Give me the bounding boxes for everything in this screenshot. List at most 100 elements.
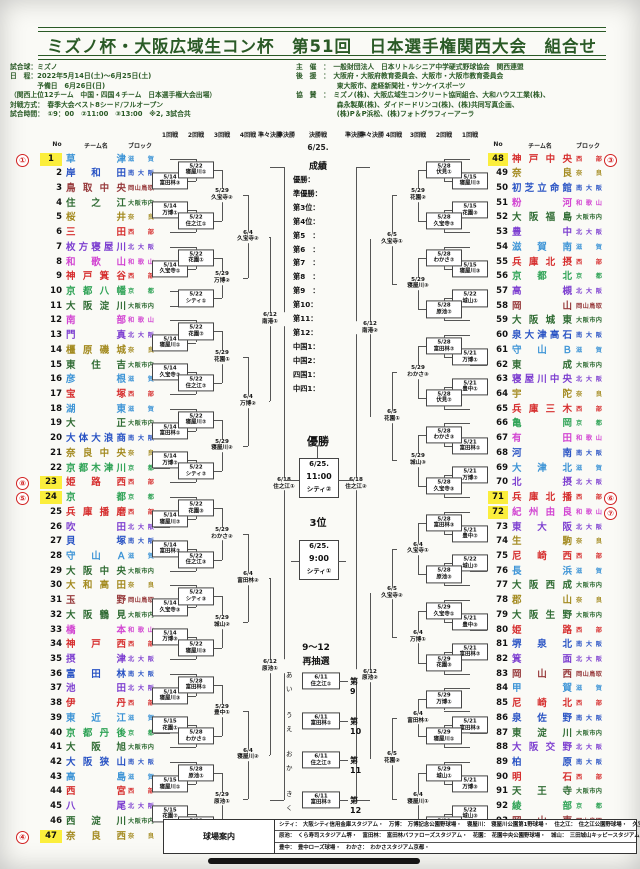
match-r2-label: 5/28 富田林① — [178, 676, 214, 694]
team-block: 大阪市内 — [128, 199, 154, 207]
team-number: 19 — [50, 418, 62, 429]
team-name: 守山Ａ — [66, 550, 126, 562]
team-block: 北大阪 — [576, 655, 602, 663]
col-header-block: ブロック — [575, 143, 601, 150]
team-name: 箕面 — [512, 653, 572, 665]
match-date: 5/22 — [189, 162, 203, 169]
match-venue: 原池① — [262, 666, 278, 673]
team-row: 59 大阪城東 大阪市内 — [0, 314, 640, 328]
match-date: 6/4 — [243, 747, 253, 754]
team-name: 寝屋川中央 — [512, 374, 572, 386]
team-row: 3 鳥取中央 岡山鳥取 — [0, 182, 640, 196]
team-block: 滋賀 — [576, 243, 602, 251]
team-block: 北大阪 — [576, 479, 602, 487]
standing-item: 第3位： — [293, 202, 320, 212]
match-venue: 万博① — [462, 357, 478, 364]
team-row: 83 岡山西 岡山鳥取 — [0, 668, 640, 682]
team-name: 鳥取中央 — [66, 182, 126, 194]
redraw-date: 6/11 — [314, 674, 328, 681]
match-r2-label: 5/28 富田林② — [426, 337, 462, 355]
match-date: 5/28 — [437, 479, 451, 486]
seed-badge: ⑦ — [604, 506, 617, 520]
team-row: 20 大体大浪商 南大阪 — [0, 432, 640, 446]
third-left-line — [291, 561, 299, 562]
team-name: 宝塚 — [66, 389, 126, 401]
match-date: 5/22 — [189, 641, 203, 648]
team-block: 大阪市内 — [576, 788, 602, 796]
team-block: 滋賀 — [576, 567, 602, 575]
match-date: 5/28 — [437, 214, 451, 221]
team-name: 京都八幡 — [66, 285, 126, 297]
match-r3-label: 5/29 わかさ② — [201, 527, 243, 541]
team-row: 70 北摂 北大阪 — [0, 476, 640, 490]
match-date: 5/14 — [163, 689, 177, 696]
third-place-label: 3位 — [309, 518, 327, 529]
team-block: 南大阪 — [128, 435, 154, 443]
match-r2-label: 5/28 久宝寺③ — [426, 477, 462, 495]
team-row: 87 東淀川 大阪市内 — [0, 727, 640, 741]
info-line: 東大阪市、産経新聞社・サンケイスポーツ — [296, 81, 466, 90]
match-r4-label: 6/4 寝屋川② — [227, 747, 269, 762]
match-venue: 寝屋川② — [459, 180, 481, 187]
team-row: 61 守山Ｂ 滋賀 — [0, 344, 640, 358]
match-venue: 南港② — [362, 327, 378, 334]
team-row: 17 宝塚 西部 — [0, 388, 640, 402]
match-date: 5/28 — [437, 162, 451, 169]
team-name: 甲賀 — [512, 683, 572, 695]
match-date: 5/28 — [437, 339, 451, 346]
team-block: 北大阪 — [128, 655, 154, 663]
match-venue: 万博① — [410, 636, 426, 643]
team-block: 南大阪 — [576, 714, 602, 722]
team-name: 宇陀 — [512, 389, 572, 401]
team-block: 滋賀 — [576, 346, 602, 354]
team-number: 45 — [50, 801, 62, 812]
seed-badge: ⑥ — [604, 492, 617, 506]
team-number: 35 — [50, 653, 62, 664]
team-row: 35 摂津 北大阪 — [0, 653, 640, 667]
team-number: 4 — [56, 197, 62, 208]
match-date: 5/29 — [437, 766, 451, 773]
match-date: 5/29 — [215, 350, 229, 357]
team-number: 48 — [488, 152, 508, 166]
match-venue: わかさ② — [211, 533, 233, 540]
info-line: 主 催 ： 一般財団法人 日本リトルシニア中学硬式野球協会 関西連盟 — [296, 63, 524, 71]
match-date: 5/29 — [411, 365, 425, 372]
team-block: 滋賀 — [128, 552, 154, 560]
team-block: 西部 — [576, 626, 602, 634]
match-date: 6/12 — [363, 320, 377, 327]
match-date: 5/22 — [189, 501, 203, 508]
match-venue: 久宝寺② — [381, 592, 403, 599]
match-r2-label: 5/28 伏見② — [426, 389, 462, 407]
final-date-label: 6/25. — [307, 143, 329, 152]
team-block: 北大阪 — [128, 243, 154, 251]
team-name: 橿原磯城 — [66, 344, 126, 356]
bracket-line — [444, 688, 470, 690]
team-number: 81 — [496, 639, 508, 650]
match-venue: 住之江③ — [185, 559, 207, 566]
team-name: 東成 — [512, 359, 572, 371]
team-name: 南部 — [66, 315, 126, 327]
team-name: 初芝立命館 — [512, 182, 572, 194]
title-top-rule — [38, 27, 606, 32]
round-header-right: 準決勝 — [344, 132, 364, 139]
team-name: 岡山西 — [512, 668, 572, 680]
col-header-no: No — [52, 141, 62, 148]
match-venue: 城山① — [436, 773, 452, 780]
match-date: 5/21 — [463, 380, 477, 387]
team-name: 大阪西成 — [512, 580, 572, 592]
team-block: 大阪市内 — [128, 817, 154, 825]
team-row: 24 京都 京都 ⑤ — [0, 491, 640, 506]
team-row: 27 貝塚 南大阪 — [0, 535, 640, 549]
match-r2-label: 5/29 久宝寺① — [426, 602, 462, 620]
team-name: 大阪狭山 — [66, 757, 126, 769]
team-row: 44 西宮 西部 — [0, 785, 640, 799]
bracket-line — [170, 246, 196, 248]
team-name: 尼崎西 — [512, 550, 572, 562]
team-number: 39 — [50, 712, 62, 723]
team-name: 橋本 — [66, 624, 126, 636]
match-venue: 寝屋川② — [211, 445, 233, 452]
match-date: 6/4 — [413, 630, 423, 637]
team-number: 66 — [496, 418, 508, 429]
team-name: 草津 — [66, 153, 126, 165]
match-r2-label: 5/28 わかさ③ — [426, 425, 462, 444]
